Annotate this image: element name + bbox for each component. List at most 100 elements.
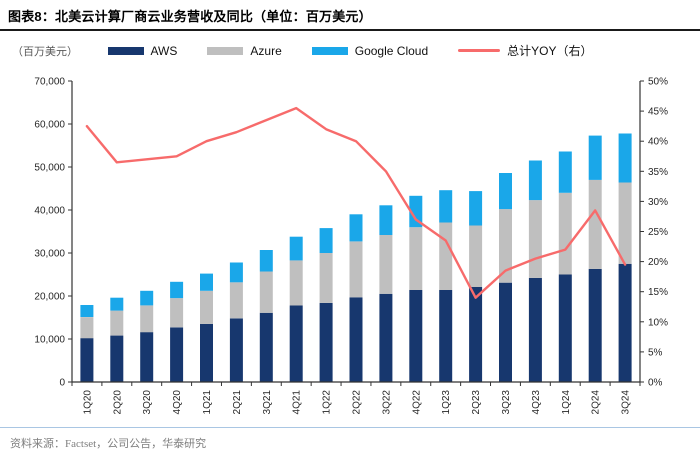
bar-segment-azure-3Q24 <box>618 182 632 264</box>
right-axis-tick-label: 15% <box>648 287 668 298</box>
bar-segment-google-cloud-2Q24 <box>588 135 602 180</box>
right-axis-tick-label: 5% <box>648 347 663 358</box>
left-axis-unit-label: （百万美元） <box>12 46 78 58</box>
bar-segment-aws-1Q22 <box>319 302 333 382</box>
right-axis-tick-label: 50% <box>648 77 668 88</box>
legend-item-yoy: 总计YOY（右） <box>458 42 592 59</box>
bar-segment-aws-1Q20 <box>80 338 94 382</box>
x-axis-category-label: 2Q21 <box>232 390 243 415</box>
bar-segment-google-cloud-4Q21 <box>289 236 303 261</box>
bar-segment-azure-4Q22 <box>409 227 423 290</box>
legend-label: Azure <box>250 43 282 58</box>
yoy-line <box>85 106 627 299</box>
x-axis-category-label: 4Q22 <box>411 390 422 415</box>
legend-item-google-cloud: Google Cloud <box>311 43 429 58</box>
left-axis-tick-label: 40,000 <box>34 206 65 217</box>
legend-item-azure: Azure <box>207 43 282 58</box>
x-axis-category-label: 4Q21 <box>292 390 303 415</box>
bar-segment-aws-4Q20 <box>170 327 184 382</box>
bar-segment-azure-1Q22 <box>319 253 333 303</box>
x-axis-category-label: 4Q23 <box>531 390 542 415</box>
legend-label: Google Cloud <box>354 43 429 58</box>
chart-canvas: 0 10,000 20,000 30,000 40,000 50,000 60,000 70,… <box>34 77 668 415</box>
bar-segment-aws-3Q20 <box>140 332 154 382</box>
bar-segment-aws-1Q23 <box>439 290 453 382</box>
right-axis-tick-label: 20% <box>648 257 668 268</box>
bar-segment-azure-2Q21 <box>229 282 243 319</box>
bar-segment-google-cloud-4Q20 <box>170 281 184 299</box>
x-axis-category-label: 3Q23 <box>501 390 512 415</box>
bar-segment-azure-1Q23 <box>439 222 453 290</box>
chart-meta-row: （百万美元） AWS Azure Google Cloud 总计YOY（右） <box>0 37 700 63</box>
x-axis-category-label: 1Q23 <box>441 390 452 415</box>
bar-segment-azure-2Q23 <box>469 225 483 287</box>
bar-segment-aws-2Q24 <box>588 268 602 382</box>
bar-segment-google-cloud-1Q21 <box>200 273 213 291</box>
bar-segment-azure-3Q20 <box>140 305 154 333</box>
x-axis-category-label: 2Q22 <box>352 390 363 415</box>
bar-segment-azure-1Q21 <box>200 290 213 324</box>
right-axis-tick-label: 35% <box>648 167 668 178</box>
bar-segment-azure-2Q24 <box>588 179 602 269</box>
bar-segment-google-cloud-1Q22 <box>319 228 333 253</box>
x-axis-category-label: 1Q24 <box>561 390 572 415</box>
bar-segment-azure-1Q20 <box>80 317 94 339</box>
x-axis-category-label: 4Q20 <box>172 390 183 415</box>
x-axis-category-label: 3Q22 <box>381 390 392 415</box>
bar-segment-aws-1Q24 <box>558 274 572 382</box>
legend-label: AWS <box>150 43 178 58</box>
left-axis-tick-label: 50,000 <box>34 163 65 174</box>
bar-segment-azure-4Q20 <box>170 298 184 328</box>
left-axis-tick-label: 20,000 <box>34 292 65 303</box>
x-axis-category-label: 1Q22 <box>322 390 333 415</box>
bar-segment-aws-2Q20 <box>110 335 124 382</box>
bar-segment-google-cloud-3Q22 <box>379 205 393 235</box>
x-axis-category-label: 3Q24 <box>621 390 632 415</box>
x-axis-category-label: 3Q20 <box>142 390 153 415</box>
bar-segment-aws-3Q24 <box>618 263 632 383</box>
x-axis-category-label: 2Q24 <box>591 390 602 415</box>
bar-segment-azure-2Q22 <box>349 241 363 298</box>
bar-segment-aws-3Q23 <box>499 282 512 382</box>
bar-segment-azure-1Q24 <box>558 192 572 275</box>
bar-segment-aws-1Q21 <box>200 323 213 382</box>
bar-segment-aws-2Q23 <box>469 287 483 382</box>
bar-segment-aws-2Q22 <box>349 297 363 382</box>
x-axis-category-label: 1Q20 <box>82 390 93 415</box>
legend-swatch <box>311 46 348 55</box>
legend-swatch <box>107 46 144 55</box>
bar-segment-google-cloud-1Q23 <box>439 190 453 223</box>
left-axis-tick-label: 10,000 <box>34 335 65 346</box>
chart-legend: AWS Azure Google Cloud 总计YOY（右） <box>0 37 700 59</box>
left-axis-tick-label: 60,000 <box>34 120 65 131</box>
right-axis-tick-label: 30% <box>648 197 668 208</box>
left-axis-tick-label: 30,000 <box>34 249 65 260</box>
right-axis-tick-label: 10% <box>648 317 668 328</box>
bar-segment-azure-3Q22 <box>379 234 393 294</box>
legend-swatch <box>207 46 244 55</box>
right-axis-tick-label: 45% <box>648 107 668 118</box>
right-axis-tick-label: 25% <box>648 227 668 238</box>
left-axis-tick-label: 0 <box>59 378 65 389</box>
x-axis-category-label: 1Q21 <box>202 390 213 415</box>
bar-segment-azure-4Q21 <box>289 260 303 306</box>
bar-segment-google-cloud-3Q21 <box>259 250 273 272</box>
bar-segment-google-cloud-2Q22 <box>349 214 363 242</box>
bar-segment-google-cloud-2Q20 <box>110 297 124 311</box>
figure-title: 图表8：北美云计算厂商云业务营收及同比（单位：百万美元） <box>0 0 700 31</box>
bar-segment-aws-4Q21 <box>289 305 303 382</box>
bar-segment-aws-3Q22 <box>379 293 393 382</box>
bar-segment-google-cloud-2Q21 <box>229 262 243 283</box>
x-axis-category-label: 3Q21 <box>262 390 273 415</box>
legend-item-aws: AWS <box>107 43 178 58</box>
bar-segment-google-cloud-4Q23 <box>528 160 542 201</box>
bar-segment-aws-2Q21 <box>229 318 243 382</box>
legend-label: 总计YOY（右） <box>507 44 593 58</box>
source-note: 资料来源：Factset，公司公告，华泰研究 <box>0 427 700 451</box>
bar-segment-azure-4Q23 <box>528 200 542 278</box>
bar-segment-google-cloud-4Q22 <box>409 195 423 228</box>
right-axis-tick-label: 40% <box>648 137 668 148</box>
bar-segment-google-cloud-3Q20 <box>140 290 154 306</box>
bar-segment-google-cloud-3Q23 <box>499 173 512 210</box>
